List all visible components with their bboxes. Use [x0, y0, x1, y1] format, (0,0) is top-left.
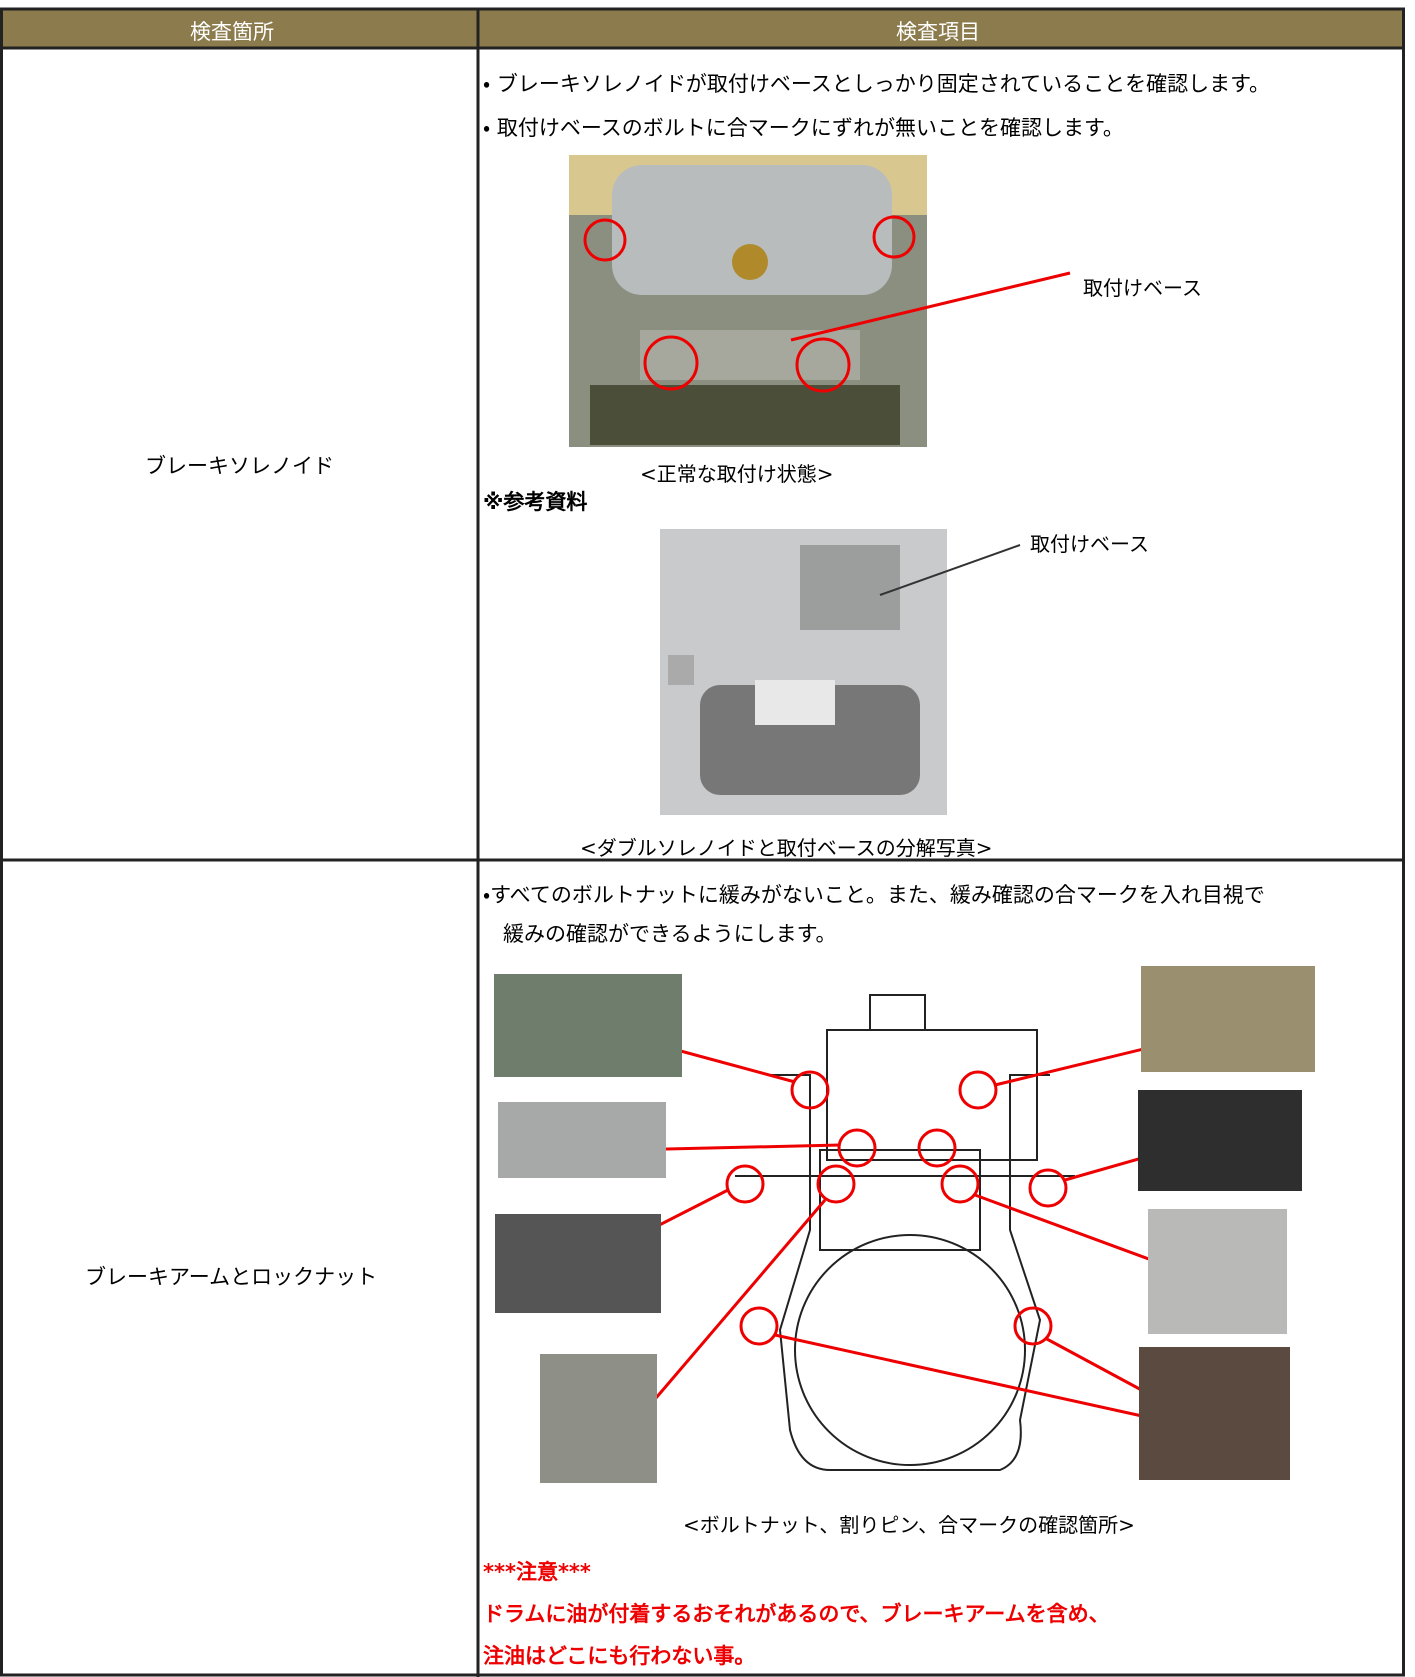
item: 緩みの確認ができるようにします。 [503, 922, 837, 946]
item: ・すべてのボルトナットに緩みがないこと。また、緩み確認の合マークを入れ目視で [483, 883, 1265, 907]
reference-heading: ※参考資料 [483, 490, 588, 514]
solenoid-photo [569, 155, 927, 447]
location: ブレーキソレノイド [145, 454, 334, 478]
header-cell: 検査項目 [896, 20, 980, 44]
table-borders [0, 7, 1405, 1677]
arrows [624, 1038, 1171, 1422]
caution: 注油はどこにも行わない事。 [483, 1644, 756, 1668]
photo-label: 取付けベース [1030, 532, 1149, 556]
brake-diagram [735, 994, 1075, 1471]
caution: ***注意*** [483, 1560, 591, 1584]
item: ・ ブレーキソレノイドが取付けベースとしっかり固定されていることを確認します。 [483, 72, 1271, 96]
caption: <正常な取付け状態> [640, 462, 834, 486]
item: ・ 取付けベースのボルトに合マークにずれが無いことを確認します。 [483, 116, 1124, 140]
header-bg [0, 9, 1404, 48]
caption: <ダブルソレノイドと取付ベースの分解写真> [580, 836, 993, 860]
arrow [790, 271, 1071, 342]
check-circles [725, 1070, 1068, 1346]
parts-photo [660, 529, 947, 815]
detail-photos [494, 966, 1315, 1483]
header-cell: 検査箇所 [190, 20, 274, 44]
caution: ドラムに油が付着するおそれがあるので、ブレーキアームを含め、 [483, 1602, 1110, 1626]
caption: <ボルトナット、割りピン、合マークの確認箇所> [683, 1513, 1135, 1537]
photo-label: 取付けベース [1083, 276, 1202, 300]
arrow [879, 544, 1021, 596]
location: ブレーキアームとロックナット [85, 1265, 378, 1289]
